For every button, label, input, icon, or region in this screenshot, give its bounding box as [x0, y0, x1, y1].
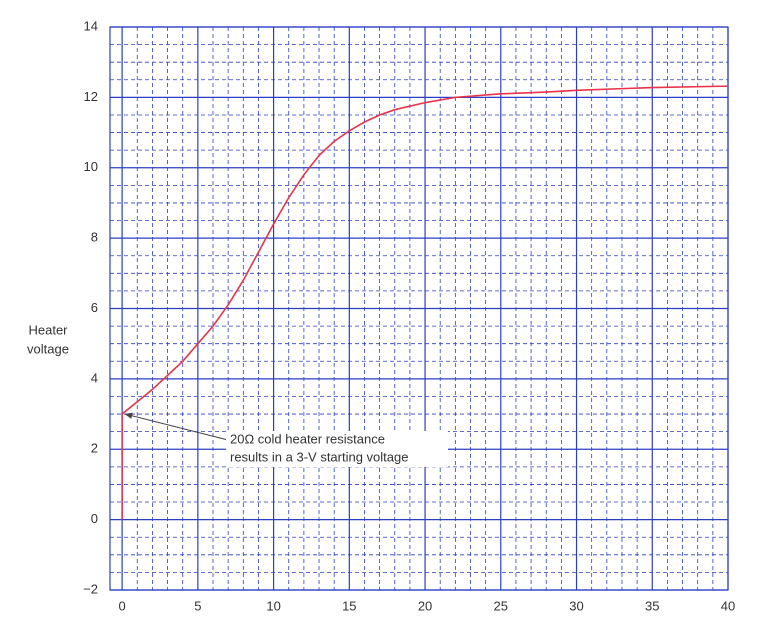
x-tick-label: 40 — [721, 598, 735, 613]
y-tick-label: 14 — [84, 18, 98, 33]
y-tick-label: 4 — [91, 370, 98, 385]
series-line — [121, 85, 729, 520]
y-axis-label: voltage — [27, 341, 69, 356]
y-tick-label: 2 — [91, 441, 98, 456]
annotation-bg — [226, 431, 448, 467]
annotation: 20Ω cold heater resistance — [230, 431, 385, 446]
x-tick-label: 0 — [119, 598, 126, 613]
x-tick-label: 25 — [494, 598, 508, 613]
y-tick-label: 8 — [91, 230, 98, 245]
x-tick-label: 15 — [342, 598, 356, 613]
annotation: results in a 3-V starting voltage — [230, 449, 408, 464]
x-tick-label: 20 — [418, 598, 432, 613]
y-tick-label: 6 — [91, 300, 98, 315]
y-tick-label: 12 — [84, 89, 98, 104]
x-tick-label: 30 — [569, 598, 583, 613]
x-tick-label: 5 — [194, 598, 201, 613]
y-tick-label: 10 — [84, 159, 98, 174]
annotation-arrow — [124, 412, 229, 441]
x-tick-label: 35 — [645, 598, 659, 613]
x-tick-label: 10 — [266, 598, 280, 613]
y-tick-label: 0 — [91, 511, 98, 526]
y-axis-label: Heater — [28, 322, 68, 337]
y-tick-label: −2 — [83, 581, 98, 596]
